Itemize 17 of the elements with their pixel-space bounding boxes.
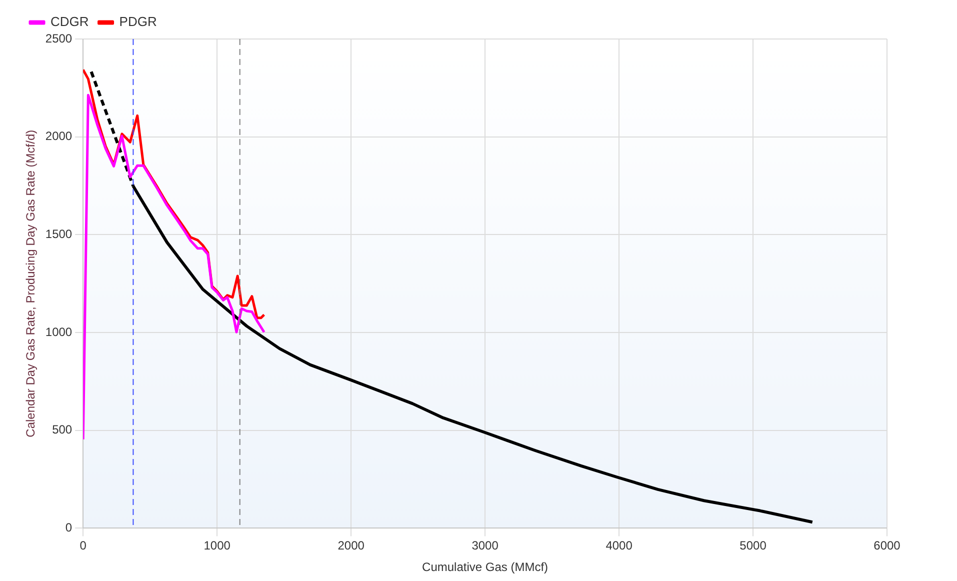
y-tick-label: 500 <box>52 422 72 437</box>
x-tick-label: 5000 <box>740 538 767 553</box>
x-tick-label: 6000 <box>874 538 901 553</box>
legend-label: PDGR <box>119 14 157 30</box>
legend-label: CDGR <box>50 14 89 30</box>
y-tick-label: 2000 <box>45 129 72 144</box>
x-tick-label: 2000 <box>338 538 365 553</box>
y-tick-label: 1500 <box>45 226 72 241</box>
x-tick-label: 3000 <box>472 538 499 553</box>
x-tick-label: 1000 <box>204 538 231 553</box>
y-tick-label: 2500 <box>45 31 72 46</box>
y-axis-title: Calendar Day Gas Rate, Producing Day Gas Rate (Mcf/d) <box>24 130 38 438</box>
x-tick-label: 0 <box>80 538 87 553</box>
x-tick-label: 4000 <box>606 538 633 553</box>
y-tick-label: 0 <box>65 520 72 535</box>
x-axis-title: Cumulative Gas (MMcf) <box>422 560 548 574</box>
y-tick-label: 1000 <box>45 324 72 339</box>
